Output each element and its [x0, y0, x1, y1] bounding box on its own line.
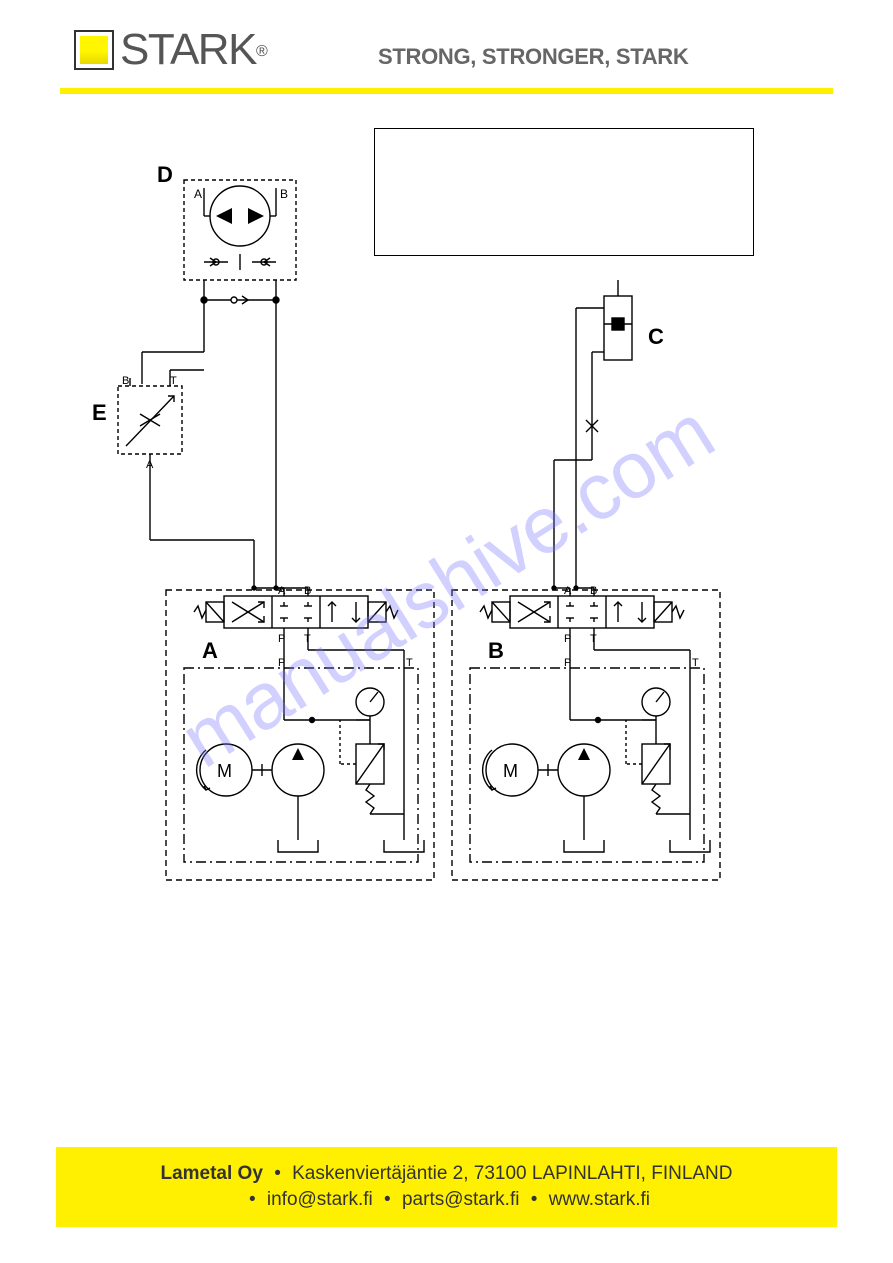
page-header: STARK ® STRONG, STRONGER, STARK — [0, 28, 893, 86]
svg-text:T: T — [692, 657, 699, 669]
svg-text:M: M — [217, 761, 232, 781]
bullet-icon: • — [243, 1189, 262, 1210]
page-footer: Lametal Oy • Kaskenviertäjäntie 2, 73100… — [56, 1147, 837, 1227]
footer-website: www.stark.fi — [549, 1189, 650, 1210]
header-divider — [60, 88, 833, 94]
footer-email-parts: parts@stark.fi — [402, 1189, 519, 1210]
footer-company: Lametal Oy — [160, 1163, 262, 1184]
tagline: STRONG, STRONGER, STARK — [378, 44, 688, 70]
svg-text:C: C — [648, 324, 664, 349]
directional-valve-B: A B P T — [480, 585, 684, 645]
logo-mark-icon — [74, 30, 114, 70]
bullet-icon: • — [378, 1189, 397, 1210]
page: STARK ® STRONG, STRONGER, STARK D — [0, 0, 893, 1263]
motor-block-D: D A B — [157, 162, 296, 300]
powerpack-block-B: B — [452, 585, 720, 880]
legend-box — [374, 128, 754, 256]
brand-logo: STARK ® — [74, 28, 268, 72]
svg-text:D: D — [157, 162, 173, 187]
hydraulic-schematic: D A B — [56, 120, 836, 900]
footer-address: Kaskenviertäjäntie 2, 73100 LAPINLAHTI, … — [292, 1163, 732, 1184]
bullet-icon: • — [525, 1189, 544, 1210]
directional-valve-A: A B P T — [194, 585, 398, 645]
svg-text:A: A — [564, 585, 572, 597]
logo-wordmark: STARK — [120, 28, 256, 72]
check-valve-icon — [201, 296, 279, 304]
svg-text:B: B — [280, 187, 288, 201]
footer-email-info: info@stark.fi — [267, 1189, 373, 1210]
svg-text:A: A — [202, 638, 218, 663]
flow-control-block-E: E B T A — [92, 375, 182, 471]
svg-text:A: A — [194, 187, 202, 201]
footer-line-1: Lametal Oy • Kaskenviertäjäntie 2, 73100… — [56, 1163, 837, 1185]
bullet-icon: • — [268, 1163, 287, 1184]
svg-text:E: E — [92, 400, 107, 425]
svg-text:B: B — [488, 638, 504, 663]
footer-line-2: • info@stark.fi • parts@stark.fi • www.s… — [56, 1189, 837, 1211]
svg-text:T: T — [406, 657, 413, 669]
powerpack-block-A: A — [166, 585, 434, 880]
registered-mark: ® — [256, 43, 268, 61]
svg-text:T: T — [170, 375, 177, 387]
svg-text:B: B — [122, 375, 129, 387]
svg-text:A: A — [278, 585, 286, 597]
svg-text:M: M — [503, 761, 518, 781]
cylinder-block-C: C — [554, 280, 664, 588]
